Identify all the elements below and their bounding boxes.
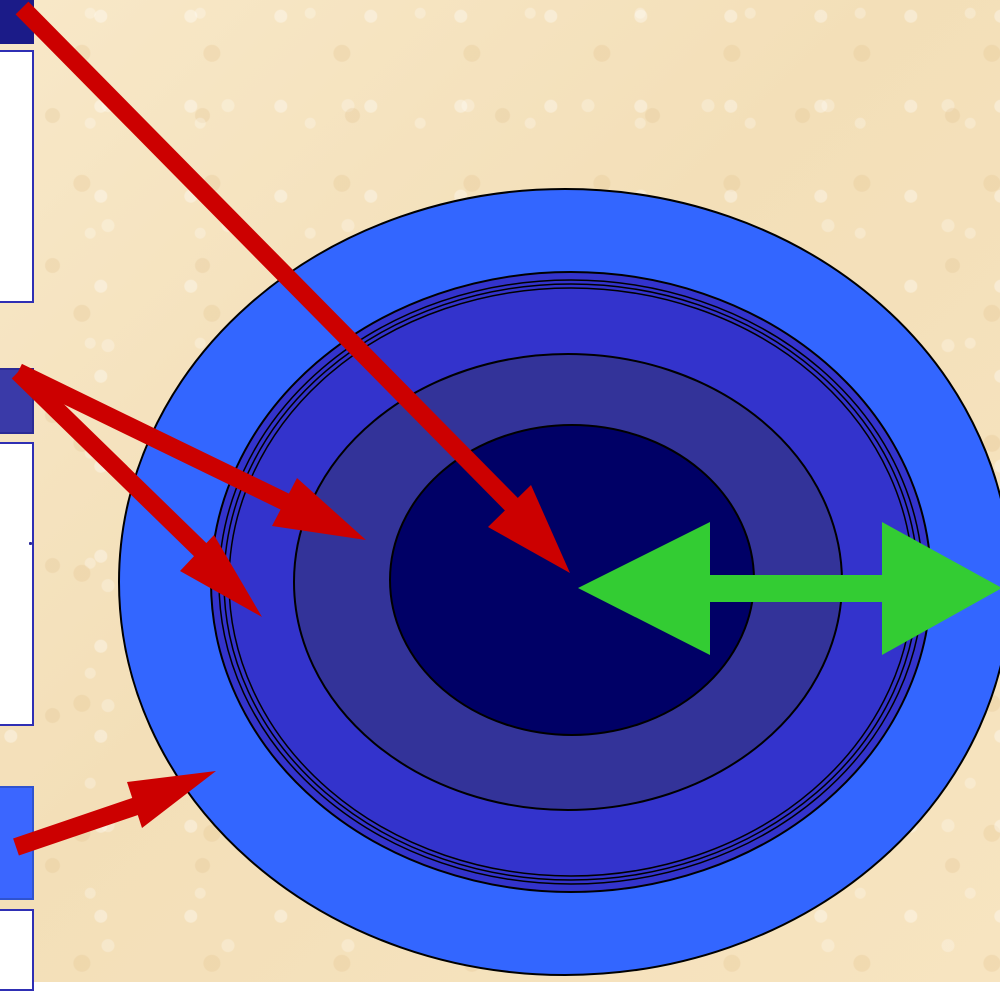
red-arrow-shaft-second-ring: [11, 365, 225, 574]
left-panel-body-3: [0, 909, 34, 991]
small-marker: [29, 542, 32, 545]
left-panel-body-2: [0, 442, 34, 726]
double-arrow-icon: [578, 522, 1000, 655]
red-arrowhead-outer-ring: [127, 771, 216, 828]
red-arrowhead-center: [488, 485, 570, 573]
red-arrowhead-second-ring: [180, 535, 262, 617]
left-panel-body-1: [0, 50, 34, 303]
red-arrow-shaft-center: [15, 1, 527, 520]
red-arrowhead-third-ring: [272, 478, 366, 540]
red-arrow-shaft-third-ring: [14, 363, 306, 519]
